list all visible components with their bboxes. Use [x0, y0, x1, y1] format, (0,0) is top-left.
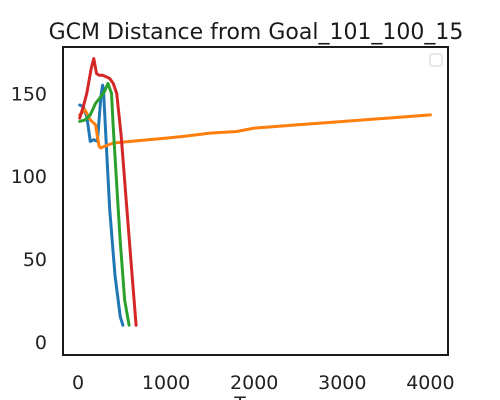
plot-frame	[62, 46, 449, 356]
y-tick-label: 150	[11, 83, 47, 105]
x-tick-label: 1000	[142, 372, 190, 394]
x-tick-label: 0	[72, 372, 84, 394]
tick-layer: 0 1000 2000 3000 4000 0 50 100 150	[11, 83, 455, 394]
x-tick-label: 2000	[230, 372, 278, 394]
y-tick-label: 50	[23, 249, 47, 271]
chart-title: GCM Distance from Goal_101_100_15	[49, 20, 464, 45]
x-tick-label: 4000	[406, 372, 454, 394]
line-series-red	[78, 57, 138, 327]
series-layer	[78, 57, 432, 327]
line-series-orange	[78, 108, 432, 150]
x-tick-label: 3000	[318, 372, 366, 394]
line-series-green	[78, 81, 131, 327]
line-series-blue	[78, 83, 125, 327]
x-axis-label: T	[233, 393, 246, 400]
y-tick-label: 100	[11, 166, 47, 188]
y-tick-label: 0	[35, 332, 47, 354]
legend-box	[429, 53, 443, 67]
